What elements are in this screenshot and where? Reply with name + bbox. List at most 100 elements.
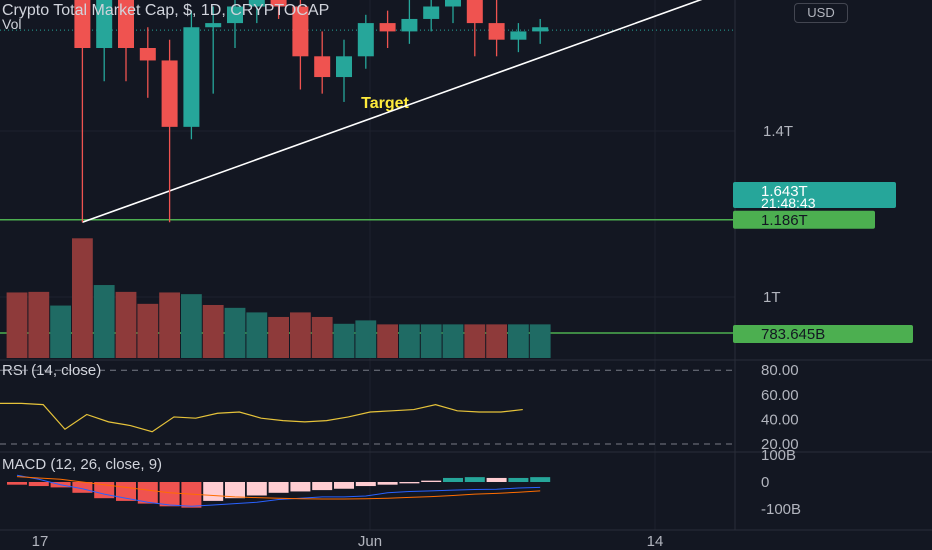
volume-tag: 783.645B: [761, 326, 825, 343]
volume-bar: [159, 292, 180, 358]
volume-bar: [529, 324, 551, 358]
rsi-tick-label: 80.00: [761, 362, 799, 379]
time-axis-label: 14: [647, 533, 664, 550]
volume-bar: [377, 324, 398, 358]
macd-histogram-bar: [486, 477, 507, 482]
volume-bar: [28, 291, 50, 358]
volume-bar: [6, 292, 28, 358]
signal-line: [16, 476, 541, 500]
macd-tick-label: -100B: [761, 501, 801, 518]
macd-histogram-bar: [28, 482, 49, 487]
volume-bar: [333, 323, 355, 358]
candle-body: [96, 0, 113, 48]
macd-histogram-bar: [246, 482, 267, 496]
macd-histogram-bar: [355, 482, 376, 487]
macd-histogram-bar: [530, 477, 551, 482]
candle-body: [292, 6, 309, 57]
macd-tick-label: 0: [761, 474, 769, 491]
target-annotation: Target: [361, 95, 409, 112]
macd-histogram-bar: [72, 482, 93, 493]
candle-body: [379, 23, 396, 32]
macd-histogram-bar: [225, 482, 245, 499]
macd-histogram-bar: [268, 482, 289, 493]
price-tick-label: 1.4T: [763, 123, 793, 140]
volume-bar: [268, 316, 289, 358]
currency-button[interactable]: USD: [794, 3, 848, 23]
macd-histogram-bar: [94, 482, 115, 499]
candle-body: [118, 0, 134, 48]
macd-line: [16, 474, 541, 507]
macd-histogram-bar: [290, 482, 311, 492]
macd-histogram-bar: [159, 482, 180, 507]
candle-body: [445, 0, 461, 7]
candle-body: [270, 0, 287, 7]
macd-histogram-bar: [421, 480, 442, 482]
macd-histogram-bar: [443, 477, 463, 482]
macd-histogram-bar: [334, 482, 354, 489]
macd-tick-label: 100B: [761, 447, 796, 464]
candle-body: [314, 56, 331, 78]
rsi-tick-label: 40.00: [761, 411, 799, 428]
candle-body: [227, 6, 243, 24]
volume-label: Vol: [2, 16, 22, 32]
volume-bar: [399, 324, 420, 358]
volume-bar: [72, 238, 93, 358]
ascending-trendline: [82, 0, 703, 224]
candle-body: [183, 27, 200, 127]
current-price-tag: 1.643T: [761, 183, 808, 200]
volume-bar: [224, 307, 246, 358]
volume-bar: [246, 312, 268, 358]
candle-body: [488, 23, 505, 40]
rsi-label[interactable]: RSI (14, close): [2, 362, 102, 379]
volume-bar: [442, 324, 464, 358]
volume-bar: [115, 291, 137, 358]
volume-bar: [420, 324, 442, 358]
rsi-tick-label: 60.00: [761, 387, 799, 404]
macd-histogram-bar: [377, 482, 398, 485]
macd-histogram-bar: [203, 482, 224, 501]
volume-tag-bg: [733, 325, 913, 343]
volume-bar: [464, 324, 486, 358]
candle-body: [423, 6, 440, 19]
volume-bar: [50, 305, 71, 358]
candle-body: [510, 31, 527, 40]
volume-bar: [355, 320, 377, 358]
macd-label[interactable]: MACD (12, 26, close, 9): [2, 456, 163, 473]
candle-body: [205, 23, 222, 28]
volume-bar: [181, 294, 202, 358]
macd-histogram-bar: [312, 482, 333, 491]
candle-body: [466, 0, 483, 24]
candle-body: [248, 0, 265, 7]
volume-bar: [202, 304, 224, 358]
candle-body: [139, 48, 156, 61]
volume-bar: [137, 303, 159, 358]
chart-title: Crypto Total Market Cap, $, 1D, CRYPTOCA…: [2, 2, 330, 19]
support-price-tag-bg: [733, 210, 875, 229]
current-price-tag-bg: [733, 182, 896, 208]
candle-body: [401, 18, 418, 32]
volume-bar: [508, 324, 529, 358]
candle-body: [161, 60, 178, 127]
macd-histogram-bar: [137, 482, 158, 504]
candle-body: [357, 23, 374, 57]
candle-body: [336, 56, 352, 78]
macd-histogram-bar: [508, 477, 529, 482]
time-axis-label: 17: [32, 533, 49, 550]
volume-bar: [290, 312, 311, 358]
support-price-tag: 1.186T: [761, 212, 808, 229]
macd-histogram-bar: [464, 477, 485, 482]
rsi-line: [0, 402, 523, 433]
volume-bar: [486, 324, 507, 358]
volume-bar: [93, 285, 115, 358]
macd-histogram-bar: [181, 482, 202, 508]
countdown-timer: 21:48:43: [761, 195, 816, 211]
macd-histogram-bar: [7, 482, 27, 485]
macd-histogram-bar: [399, 482, 420, 484]
price-tick-label: 1T: [763, 289, 781, 306]
candle-body: [532, 27, 549, 32]
time-axis-label: Jun: [358, 533, 382, 550]
candle-body: [74, 0, 91, 48]
volume-bar: [311, 316, 333, 358]
rsi-tick-label: 20.00: [761, 436, 799, 453]
